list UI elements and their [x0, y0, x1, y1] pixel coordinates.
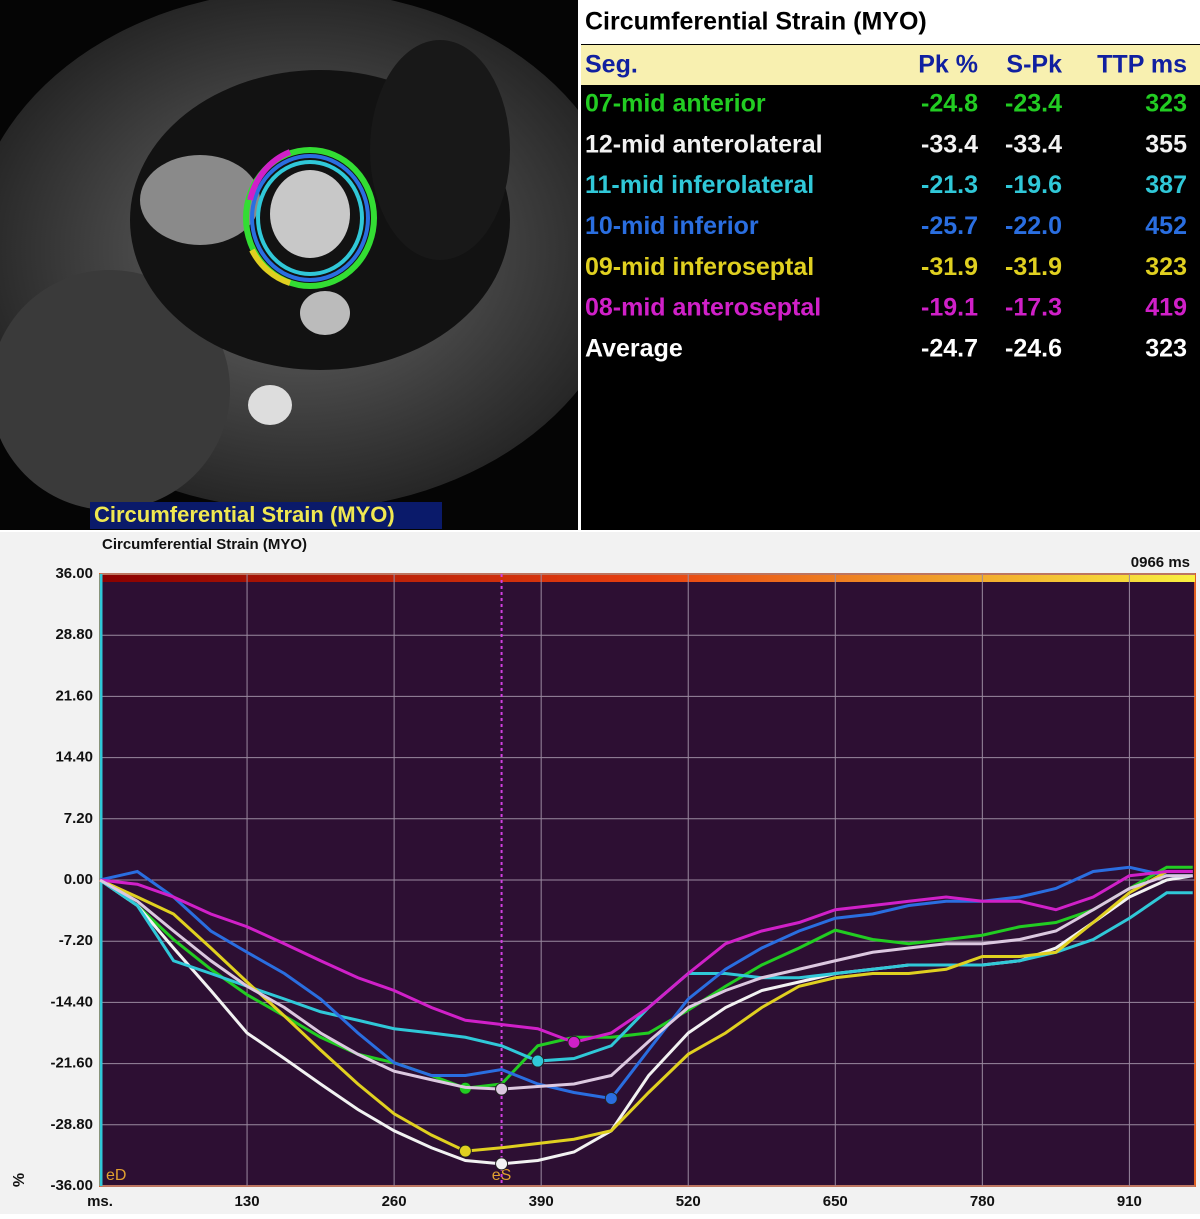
time-bar — [100, 575, 1195, 582]
table-cell: -19.6 — [1005, 171, 1062, 199]
event-label: eD — [106, 1167, 126, 1184]
table-cell: -22.0 — [1005, 212, 1062, 240]
table-cell: 323 — [1145, 90, 1187, 118]
table-cell: 355 — [1145, 130, 1187, 158]
table-cell: 07-mid anterior — [585, 90, 766, 118]
table-cell: -21.3 — [921, 171, 978, 199]
y-tick-label: 14.40 — [55, 749, 93, 766]
y-tick-label: 28.80 — [55, 626, 93, 643]
table-cell: 419 — [1145, 294, 1187, 322]
series-line — [99, 870, 1193, 1044]
table-cell: -19.1 — [921, 294, 978, 322]
series-line — [99, 874, 1193, 1091]
table-cell: -25.7 — [921, 212, 978, 240]
y-tick-label: 21.60 — [55, 687, 93, 704]
x-tick-label: ms. — [87, 1193, 113, 1210]
y-tick-label: 7.20 — [64, 810, 93, 827]
table-cell: -33.4 — [1005, 130, 1062, 158]
table-header-cell: S-Pk — [1006, 51, 1062, 79]
peak-marker — [531, 1054, 545, 1068]
table-cell: 323 — [1145, 253, 1187, 281]
peak-marker — [495, 1082, 509, 1096]
y-tick-label: -28.80 — [50, 1116, 93, 1133]
y-tick-label: 36.00 — [55, 565, 93, 582]
table-header-cell: TTP ms — [1097, 51, 1187, 79]
event-label: eS — [492, 1167, 512, 1184]
peak-marker — [604, 1091, 618, 1105]
y-tick-label: -14.40 — [50, 993, 93, 1010]
y-tick-label: -36.00 — [50, 1177, 93, 1194]
table-header-cell: Seg. — [585, 51, 638, 79]
x-tick-label: 520 — [676, 1193, 701, 1210]
x-tick-label: 260 — [382, 1193, 407, 1210]
table-cell: -24.7 — [921, 334, 978, 362]
table-cell: -24.6 — [1005, 334, 1062, 362]
x-tick-label: 780 — [970, 1193, 995, 1210]
table-cell: -31.9 — [921, 253, 978, 281]
table-cell: 452 — [1145, 212, 1187, 240]
x-tick-label: 650 — [823, 1193, 848, 1210]
table-panel — [581, 0, 1200, 530]
y-tick-label: -21.60 — [50, 1055, 93, 1072]
x-tick-label: 390 — [529, 1193, 554, 1210]
series-line — [99, 870, 1193, 1153]
table-header-cell: Pk % — [918, 51, 978, 79]
peak-marker — [567, 1035, 581, 1049]
peak-marker — [495, 1157, 509, 1171]
time-label: 0966 ms — [1131, 554, 1190, 571]
peak-marker — [458, 1144, 472, 1158]
table-cell: 10-mid inferior — [585, 212, 759, 240]
table-cell: Average — [585, 334, 683, 362]
table-cell: 323 — [1145, 334, 1187, 362]
table-cell: 11-mid inferolateral — [585, 171, 814, 199]
table-cell: 09-mid inferoseptal — [585, 253, 814, 281]
table-cell: -31.9 — [1005, 253, 1062, 281]
mri-image: Circumferential Strain (MYO) — [0, 0, 630, 530]
series-line — [99, 865, 1193, 1101]
x-tick-label: 130 — [235, 1193, 260, 1210]
y-tick-label: 0.00 — [64, 871, 93, 888]
table-cell: -17.3 — [1005, 294, 1062, 322]
table-cell: 12-mid anterolateral — [585, 130, 823, 158]
table-title: Circumferential Strain (MYO) — [585, 8, 927, 36]
image-label: Circumferential Strain (MYO) — [94, 502, 395, 527]
table-cell: 08-mid anteroseptal — [585, 294, 821, 322]
table-cell: -24.8 — [921, 90, 978, 118]
y-tick-label: -7.20 — [59, 932, 93, 949]
chart-title: Circumferential Strain (MYO) — [102, 536, 307, 553]
table-cell: -33.4 — [921, 130, 978, 158]
x-tick-label: 910 — [1117, 1193, 1142, 1210]
table-cell: 387 — [1145, 171, 1187, 199]
y-axis-label: % — [11, 1173, 28, 1187]
table-cell: -23.4 — [1005, 90, 1062, 118]
